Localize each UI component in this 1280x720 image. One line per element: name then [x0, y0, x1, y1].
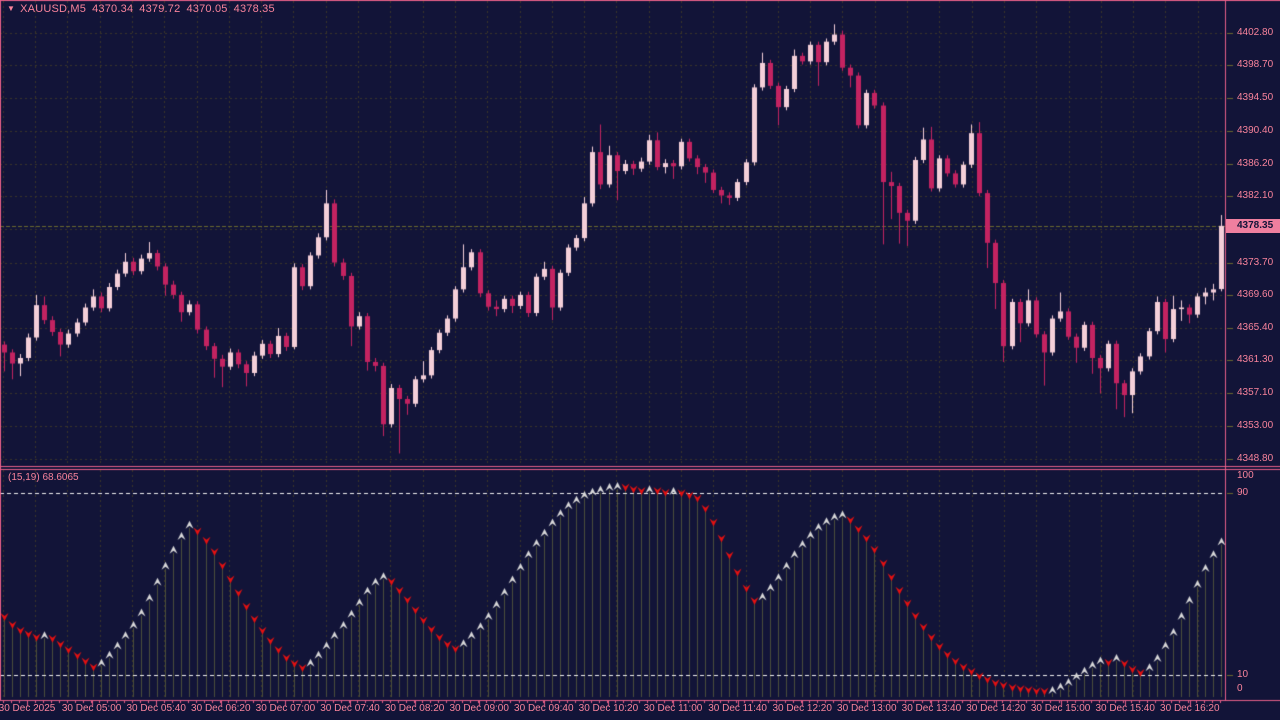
time-axis-label: 30 Dec 10:20 — [578, 703, 639, 714]
time-axis-label: 30 Dec 07:00 — [255, 703, 316, 714]
time-axis-label: 30 Dec 13:40 — [901, 703, 962, 714]
price-axis-label: 4402.80 — [1237, 26, 1274, 38]
indicator-axis-label: 100 — [1237, 470, 1254, 481]
time-axis-label: 30 Dec 2025 — [0, 703, 56, 714]
ohlc-header: ▼ XAUUSD,M5 4370.34 4379.72 4370.05 4378.35 — [7, 3, 281, 15]
price-axis-label: 4361.30 — [1237, 354, 1274, 366]
price-axis-label: 4398.70 — [1237, 59, 1274, 71]
time-axis-label: 30 Dec 08:20 — [384, 703, 445, 714]
time-axis-label: 30 Dec 09:00 — [449, 703, 509, 714]
price-axis-label: 4382.10 — [1237, 190, 1274, 202]
price-axis-label: 4369.60 — [1237, 288, 1274, 300]
time-axis-label: 30 Dec 14:20 — [966, 703, 1026, 714]
time-axis-label: 30 Dec 11:00 — [643, 703, 703, 714]
open-value: 4370.34 — [92, 3, 134, 15]
price-axis-label: 4390.40 — [1237, 124, 1274, 136]
time-axis-label: 30 Dec 09:40 — [514, 703, 574, 714]
time-axis-label: 30 Dec 16:20 — [1160, 703, 1220, 714]
indicator-axis-label: 90 — [1237, 487, 1249, 498]
price-axis-label: 4365.40 — [1237, 322, 1274, 334]
time-axis-label: 30 Dec 13:00 — [837, 703, 897, 714]
price-axis-label: 4373.70 — [1237, 256, 1274, 268]
indicator-axis-label: 10 — [1237, 669, 1249, 680]
time-axis-label: 30 Dec 05:40 — [126, 703, 186, 714]
symbol-label: XAUUSD,M5 — [20, 3, 87, 15]
time-axis-label: 30 Dec 12:20 — [772, 703, 832, 714]
price-axis-label: 4386.20 — [1237, 157, 1274, 169]
price-axis-label: 4357.10 — [1237, 387, 1274, 399]
price-axis-label: 4348.80 — [1237, 452, 1274, 464]
close-value: 4378.35 — [233, 3, 275, 15]
indicator-label: (15,19) 68.6065 — [8, 472, 79, 483]
time-axis-label: 30 Dec 05:00 — [61, 703, 122, 714]
current-price-label: 4378.35 — [1226, 218, 1280, 233]
price-axis-label: 4394.50 — [1237, 92, 1274, 104]
time-axis-label: 30 Dec 15:00 — [1030, 703, 1091, 714]
time-axis-label: 30 Dec 15:40 — [1095, 703, 1155, 714]
price-axis-label: 4353.00 — [1237, 419, 1274, 431]
time-axis-label: 30 Dec 06:20 — [191, 703, 251, 714]
time-axis-label: 30 Dec 07:40 — [320, 703, 380, 714]
indicator-axis-label: 0 — [1237, 683, 1243, 694]
low-value: 4370.05 — [186, 3, 228, 15]
time-axis-label: 30 Dec 11:40 — [708, 703, 767, 714]
high-value: 4379.72 — [139, 3, 181, 15]
symbol-dropdown-icon[interactable]: ▼ — [7, 4, 16, 13]
